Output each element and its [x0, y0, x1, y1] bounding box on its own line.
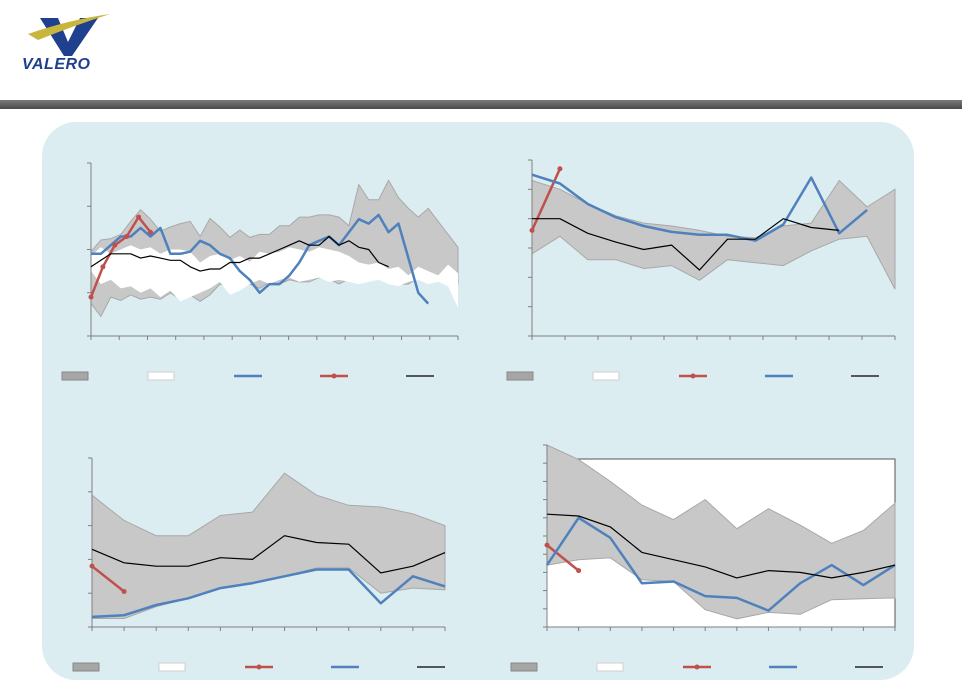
series-black-line [546, 513, 896, 579]
legend-swatch-range [72, 662, 100, 672]
series-red-point [121, 589, 127, 595]
series-red-point [557, 166, 563, 172]
series-red-point [112, 242, 118, 248]
legend-swatch-range [61, 371, 89, 381]
header-divider [0, 100, 962, 109]
valero-logo [28, 14, 110, 56]
series-red-point [148, 229, 154, 235]
series-blue-line [91, 568, 446, 619]
legend-red-marker [690, 373, 696, 379]
legend-red-marker [256, 664, 262, 670]
legend-swatch-range [506, 371, 534, 381]
legend-swatch-inner [596, 662, 624, 672]
series-red-line [89, 215, 152, 298]
legend-red-marker [331, 373, 337, 379]
series-red-point [100, 264, 106, 270]
chart-top-right [506, 159, 896, 381]
legend-swatch-inner [147, 371, 175, 381]
series-blue-line [545, 516, 896, 612]
series-blue-line [531, 173, 868, 242]
series-red-point [124, 234, 130, 240]
legend-swatch-inner [158, 662, 186, 672]
series-black-line [91, 535, 446, 574]
series-red-line [91, 565, 125, 593]
series-black-line [90, 235, 389, 272]
series-red-point [576, 568, 582, 574]
range-band [546, 444, 896, 620]
inner-band [91, 245, 458, 308]
series-red-line [530, 168, 562, 231]
series-red-point [136, 214, 142, 220]
series-red-line [546, 544, 580, 572]
series-black-line [532, 218, 840, 271]
brand-name: VALERO [22, 56, 91, 73]
legend-red-marker [694, 664, 700, 670]
series-red-point [89, 563, 95, 569]
legend-swatch-inner [592, 371, 620, 381]
series-red-point [88, 294, 94, 300]
series-red-point [544, 542, 550, 548]
series-blue-line [91, 213, 430, 305]
legend-swatch-range [510, 662, 538, 672]
series-red-point [529, 227, 535, 233]
chart-bottom-left [72, 457, 446, 672]
logo-swoosh [28, 14, 110, 40]
chart-top-left [61, 162, 459, 381]
range-band [91, 472, 446, 619]
chart-bottom-right [510, 444, 896, 672]
